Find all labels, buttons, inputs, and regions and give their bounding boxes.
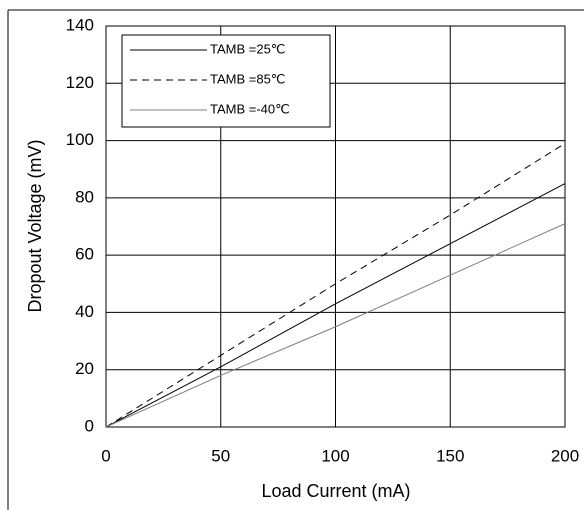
series-line <box>105 183 566 428</box>
y-tick-label: 60 <box>75 245 94 264</box>
legend-label: TAMB =25℃ <box>210 41 285 56</box>
y-axis-label: Dropout Voltage (mV) <box>25 139 45 312</box>
legend-label: TAMB =-40℃ <box>210 101 290 116</box>
y-tick-label: 120 <box>66 73 94 92</box>
legend-label: TAMB =85℃ <box>210 71 285 86</box>
x-tick-label: 50 <box>211 446 230 465</box>
y-tick-label: 20 <box>75 359 94 378</box>
y-tick-label: 0 <box>85 416 94 435</box>
y-tick-label: 100 <box>66 130 94 149</box>
y-tick-label: 140 <box>66 15 94 34</box>
y-tick-label: 80 <box>75 187 94 206</box>
x-tick-label: 0 <box>101 446 110 465</box>
legend <box>121 34 331 128</box>
y-tick-label: 40 <box>75 302 94 321</box>
x-tick-label: 150 <box>436 446 464 465</box>
x-axis-label: Load Current (mA) <box>261 481 410 501</box>
series-line <box>105 223 566 428</box>
x-tick-label: 200 <box>551 446 579 465</box>
series-line <box>105 143 566 428</box>
x-tick-label: 100 <box>321 446 349 465</box>
